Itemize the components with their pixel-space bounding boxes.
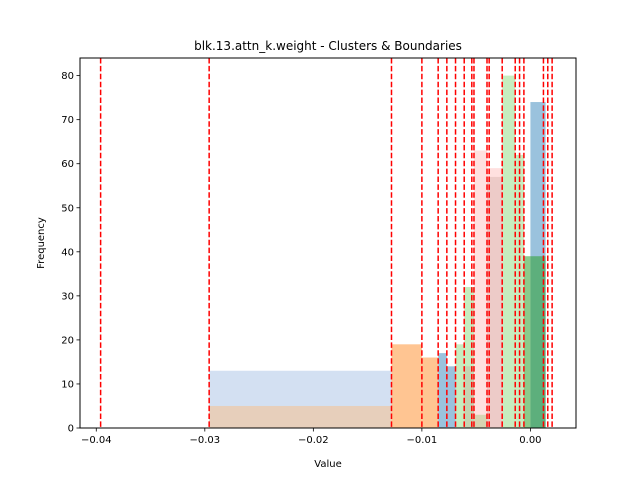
y-tick-label: 80 <box>61 71 74 82</box>
y-tick-label: 40 <box>61 247 74 258</box>
histogram-bar <box>209 405 392 428</box>
x-tick-label: −0.01 <box>407 435 438 446</box>
y-tick-label: 50 <box>61 203 74 214</box>
cluster-boundaries <box>99 58 553 428</box>
histogram-bar <box>523 256 531 428</box>
y-axis-ticks: 0 10 20 30 40 50 60 70 80 <box>61 71 80 435</box>
histogram-bar <box>438 353 447 428</box>
x-tick-label: 0.00 <box>519 435 541 446</box>
y-tick-label: 60 <box>61 159 74 170</box>
histogram-bar <box>473 414 488 428</box>
y-axis-label: Frequency <box>36 217 47 269</box>
x-axis-label: Value <box>314 459 341 470</box>
histogram-bar <box>487 176 503 428</box>
histogram-bars <box>209 75 546 429</box>
histogram-bar <box>391 344 422 428</box>
chart-title: blk.13.attn_k.weight - Clusters & Bounda… <box>194 39 462 53</box>
histogram-bar <box>530 256 546 428</box>
x-tick-label: −0.04 <box>81 435 112 446</box>
y-tick-label: 30 <box>61 291 74 302</box>
y-tick-label: 10 <box>61 379 74 390</box>
histogram-bar <box>502 75 516 428</box>
x-tick-label: −0.03 <box>189 435 220 446</box>
plot-frame <box>79 57 577 429</box>
histogram-bar <box>209 370 392 428</box>
y-tick-label: 0 <box>68 424 74 435</box>
y-tick-label: 70 <box>61 115 74 126</box>
histogram-bar <box>464 366 474 428</box>
x-axis-ticks: −0.04 −0.03 −0.02 −0.01 0.00 <box>81 428 542 446</box>
x-tick-label: −0.02 <box>298 435 329 446</box>
histogram-bar <box>487 168 503 428</box>
histogram-bar <box>455 344 465 428</box>
histogram-bar <box>464 287 474 428</box>
histogram-bar <box>446 366 456 428</box>
histogram-bar <box>421 357 439 428</box>
histogram-bar <box>473 150 488 428</box>
y-tick-label: 20 <box>61 335 74 346</box>
